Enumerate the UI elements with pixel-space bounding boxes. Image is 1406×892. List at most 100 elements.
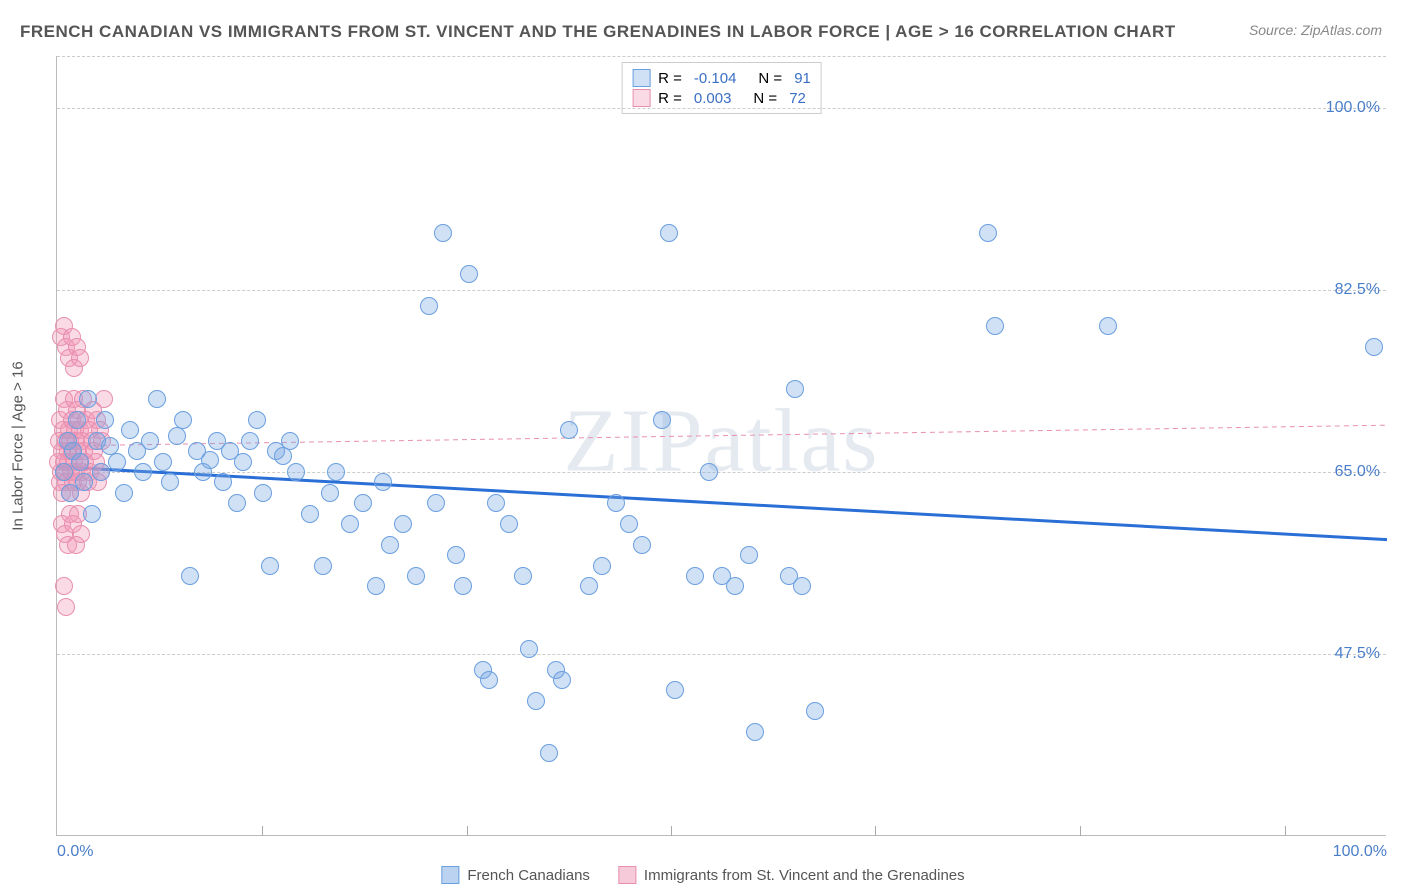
data-point	[148, 390, 166, 408]
data-point	[287, 463, 305, 481]
data-point	[121, 421, 139, 439]
gridline-h	[57, 56, 1386, 57]
xtick-label: 0.0%	[57, 843, 93, 861]
data-point	[460, 265, 478, 283]
legend-r-label: R =	[658, 90, 682, 107]
legend-label: French Canadians	[467, 867, 590, 884]
gridline-h	[57, 654, 1386, 655]
legend-swatch	[632, 89, 650, 107]
ytick-label: 47.5%	[1335, 645, 1380, 663]
data-point	[374, 473, 392, 491]
legend-n-value: 91	[794, 70, 811, 87]
data-point	[57, 598, 75, 616]
data-point	[214, 473, 232, 491]
data-point	[281, 432, 299, 450]
gridline-v	[875, 826, 876, 836]
data-point	[201, 451, 219, 469]
data-point	[660, 224, 678, 242]
data-point	[620, 515, 638, 533]
legend-item: French Canadians	[441, 866, 590, 884]
series-legend: French Canadians Immigrants from St. Vinc…	[441, 866, 964, 884]
legend-n-label: N =	[753, 90, 777, 107]
data-point	[301, 505, 319, 523]
data-point	[1365, 338, 1383, 356]
data-point	[248, 411, 266, 429]
ytick-label: 65.0%	[1335, 463, 1380, 481]
data-point	[95, 390, 113, 408]
data-point	[68, 411, 86, 429]
legend-item: Immigrants from St. Vincent and the Gren…	[618, 866, 965, 884]
gridline-v	[262, 826, 263, 836]
data-point	[92, 463, 110, 481]
data-point	[327, 463, 345, 481]
data-point	[786, 380, 804, 398]
chart-source: Source: ZipAtlas.com	[1249, 22, 1382, 38]
legend-swatch	[618, 866, 636, 884]
gridline-v	[671, 826, 672, 836]
data-point	[986, 317, 1004, 335]
data-point	[321, 484, 339, 502]
data-point	[427, 494, 445, 512]
data-point	[407, 567, 425, 585]
data-point	[1099, 317, 1117, 335]
chart-title: FRENCH CANADIAN VS IMMIGRANTS FROM ST. V…	[20, 22, 1176, 42]
data-point	[480, 671, 498, 689]
data-point	[746, 723, 764, 741]
data-point	[593, 557, 611, 575]
data-point	[181, 567, 199, 585]
gridline-h	[57, 108, 1386, 109]
data-point	[354, 494, 372, 512]
legend-r-value: 0.003	[694, 90, 732, 107]
gridline-v	[467, 826, 468, 836]
data-point	[96, 411, 114, 429]
data-point	[254, 484, 272, 502]
data-point	[261, 557, 279, 575]
data-point	[447, 546, 465, 564]
y-axis-label: In Labor Force | Age > 16	[10, 361, 27, 530]
data-point	[580, 577, 598, 595]
data-point	[500, 515, 518, 533]
data-point	[487, 494, 505, 512]
data-point	[79, 390, 97, 408]
legend-n-value: 72	[789, 90, 806, 107]
gridline-h	[57, 290, 1386, 291]
data-point	[168, 427, 186, 445]
data-point	[115, 484, 133, 502]
data-point	[274, 447, 292, 465]
data-point	[514, 567, 532, 585]
gridline-v	[1285, 826, 1286, 836]
data-point	[71, 453, 89, 471]
legend-r-label: R =	[658, 70, 682, 87]
gridline-h	[57, 472, 1386, 473]
data-point	[520, 640, 538, 658]
gridline-v	[1080, 826, 1081, 836]
data-point	[55, 463, 73, 481]
data-point	[394, 515, 412, 533]
data-point	[314, 557, 332, 575]
data-point	[434, 224, 452, 242]
ytick-label: 100.0%	[1326, 99, 1380, 117]
legend-r-value: -0.104	[694, 70, 737, 87]
data-point	[228, 494, 246, 512]
data-point	[700, 463, 718, 481]
legend-swatch	[441, 866, 459, 884]
data-point	[793, 577, 811, 595]
data-point	[161, 473, 179, 491]
legend-swatch	[632, 69, 650, 87]
xtick-label: 100.0%	[1333, 843, 1387, 861]
data-point	[367, 577, 385, 595]
plot-area: ZIPatlas R =-0.104N =91R =0.003N =72 47.…	[56, 56, 1386, 836]
data-point	[381, 536, 399, 554]
data-point	[540, 744, 558, 762]
data-point	[341, 515, 359, 533]
data-point	[71, 349, 89, 367]
data-point	[607, 494, 625, 512]
data-point	[633, 536, 651, 554]
data-point	[454, 577, 472, 595]
data-point	[560, 421, 578, 439]
data-point	[806, 702, 824, 720]
data-point	[174, 411, 192, 429]
correlation-legend: R =-0.104N =91R =0.003N =72	[621, 62, 822, 114]
data-point	[666, 681, 684, 699]
data-point	[420, 297, 438, 315]
